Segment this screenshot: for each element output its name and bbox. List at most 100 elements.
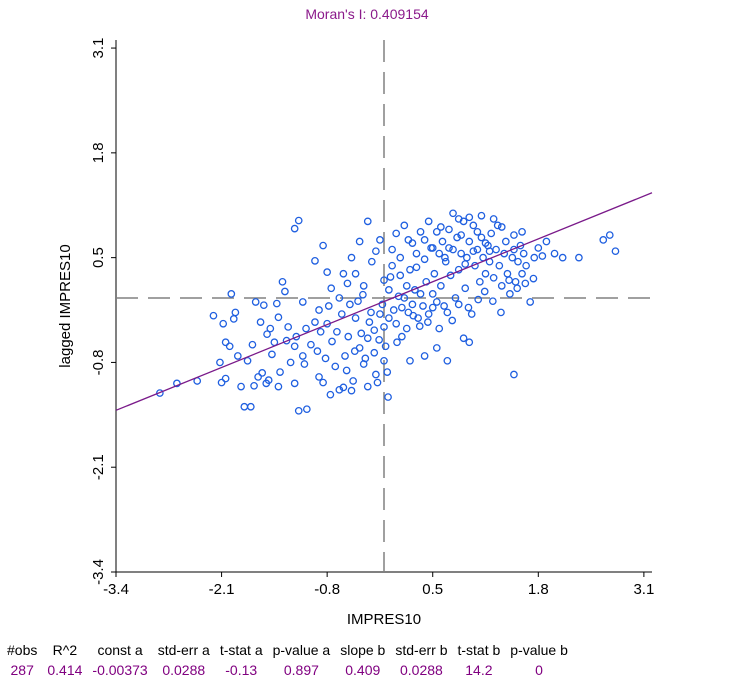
stats-header-cell: t-stat a [219,642,263,658]
data-point [436,223,445,231]
y-axis-label: lagged IMPRES10 [57,244,74,367]
data-point [333,327,341,336]
data-point [518,269,526,278]
data-point [420,236,429,244]
data-point [284,323,293,331]
data-point [443,308,452,317]
data-point [514,257,522,266]
data-point [346,300,354,309]
data-point [415,322,424,331]
data-point [441,257,450,266]
data-point [412,263,421,272]
data-point [311,318,319,326]
data-point [457,231,466,239]
stats-header-cell: std-err a [157,642,210,658]
data-point [538,252,547,260]
data-point [508,253,517,262]
data-point [400,294,409,302]
data-point [349,377,357,385]
data-point [351,269,360,278]
data-point [326,390,335,399]
data-point [575,253,583,262]
data-point [534,244,543,252]
data-point [396,253,405,262]
data-point [370,348,379,357]
x-tick-label: 3.1 [633,581,654,598]
data-point [489,215,498,223]
data-point [518,227,526,236]
data-points [156,209,620,415]
data-point [343,279,352,288]
data-point [290,224,299,233]
data-point [419,302,427,310]
stats-value-cell: 14.2 [465,662,493,678]
data-point [359,360,368,368]
data-point [221,338,230,347]
data-point [530,253,539,262]
data-point [467,310,476,318]
stats-header-cell: const a [97,642,143,658]
data-point [344,332,353,341]
data-point [475,277,484,286]
data-point [307,340,315,349]
data-point [477,211,486,220]
data-point [495,261,504,270]
stats-header-cell: p-value b [510,642,568,658]
data-point [378,300,387,309]
data-point [474,295,483,304]
data-point [388,245,396,254]
data-point [313,347,322,355]
stats-header-row: #obs R^2 const a std-err a t-stat a p-value a… [2,640,573,660]
data-point [351,314,360,322]
data-point [311,257,319,265]
data-point [250,381,258,390]
data-point [294,406,303,415]
data-point [506,290,514,298]
data-point [316,327,325,336]
data-point [221,374,230,383]
data-point [383,368,392,376]
data-point [480,287,489,296]
data-point [355,237,364,246]
stats-header-cell: #obs [7,642,38,658]
stats-table: #obs R^2 const a std-err a t-stat a p-value a… [2,640,573,680]
data-point [461,284,470,293]
data-point [335,385,344,394]
data-point [384,393,392,401]
data-point [286,358,295,367]
data-point [256,318,265,326]
data-point [370,326,379,335]
data-point [404,236,413,244]
data-point [243,356,252,365]
stats-header-cell: R^2 [52,642,78,658]
data-point [406,356,414,365]
data-point [396,271,405,280]
data-point [398,332,406,341]
data-point [406,265,414,274]
stats-header-cell: t-stat b [457,642,501,658]
data-point [388,261,396,270]
data-point [381,342,390,351]
data-point [469,221,478,230]
data-point [428,303,437,312]
data-point [408,300,417,309]
data-point [240,402,249,411]
y-tick-label: -2.1 [90,454,107,480]
data-point [380,323,388,331]
data-point [278,277,287,286]
data-point [385,286,393,294]
data-point [302,324,310,333]
data-point [367,257,376,266]
data-point [227,290,236,298]
data-point [400,221,409,230]
data-point [485,247,494,256]
data-point [281,287,289,296]
data-point [513,284,522,293]
x-axis-label: IMPRES10 [347,611,421,628]
data-point [432,298,441,306]
data-point [376,236,384,244]
data-point [487,229,496,238]
data-point [246,402,255,411]
data-point [402,281,411,290]
data-point [398,303,406,312]
